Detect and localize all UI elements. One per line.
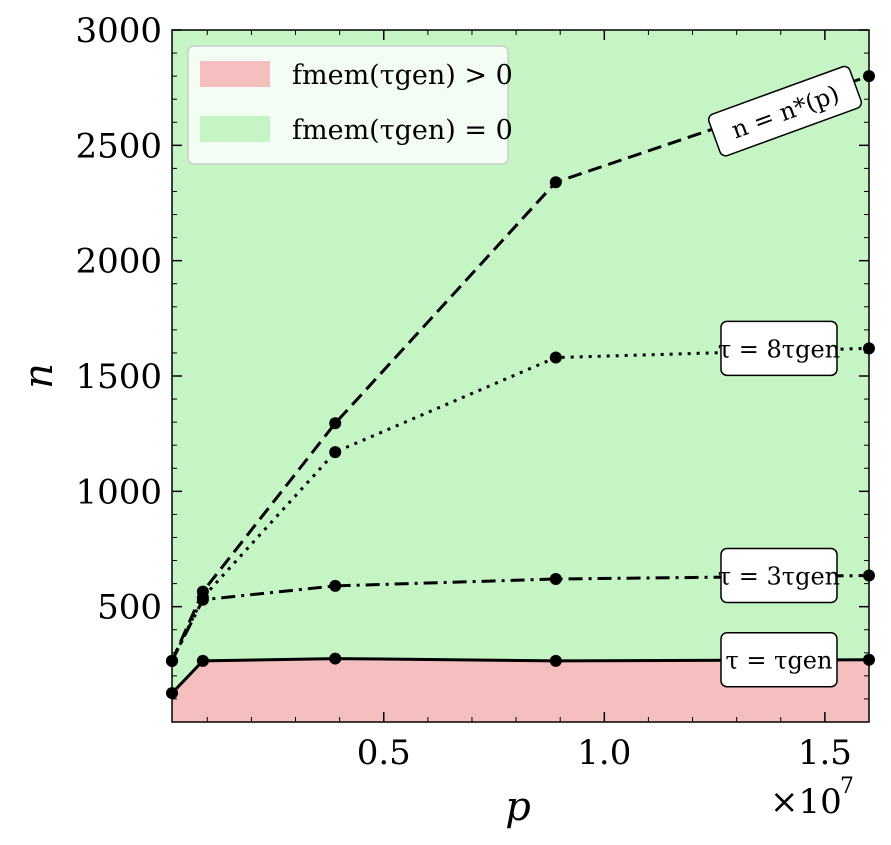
curve-label-box (720, 320, 838, 377)
series-1-point-3 (549, 572, 562, 585)
series-0-point-2 (329, 652, 342, 665)
x-tick-label-0: 0.5 (357, 733, 411, 773)
legend-swatch-nomem (200, 116, 270, 142)
curve-label-2: τ = 3τgen (718, 547, 840, 604)
series-line-3 (172, 74, 869, 662)
curve-label-text: τ = τgen (726, 647, 833, 675)
region-memorization (172, 658, 869, 722)
x-tick-label-2: 1.5 (798, 733, 852, 773)
x-tick-label-1: 1.0 (577, 733, 631, 773)
curve-label-box (720, 547, 838, 604)
curve-label-text: τ = 3τgen (718, 563, 840, 591)
legend-label-nomem: fmem(τgen) = 0 (292, 115, 513, 146)
axis-ticks: 500 1000 1500 2000 2500 3000 0.5 1.0 1.5 (75, 11, 869, 773)
series-1-point-2 (329, 579, 342, 592)
y-tick-label-2: 1500 (75, 357, 162, 397)
series-line-2 (172, 346, 869, 662)
curve-label-box (707, 65, 863, 157)
y-tick-label-0: 500 (97, 588, 162, 628)
y-axis-label: n (16, 363, 62, 389)
legend-swatch-mem (200, 61, 270, 87)
series-3-point-2 (329, 417, 342, 430)
legend-label-mem: fmem(τgen) > 0 (292, 60, 513, 91)
series-3-point-3 (549, 176, 562, 189)
y-tick-label-1: 1000 (75, 472, 162, 512)
series-0-point-1 (196, 654, 209, 667)
y-tick-label-4: 2500 (75, 126, 162, 166)
x-axis-label: p (505, 784, 531, 830)
y-tick-label-5: 3000 (75, 11, 162, 51)
curve-label-box (720, 631, 838, 688)
series-3-point-1 (196, 585, 209, 598)
series-0-point-3 (549, 654, 562, 667)
x-multiplier-base: ×10 (770, 782, 842, 822)
y-tick-label-3: 2000 (75, 242, 162, 282)
series-line-1 (172, 574, 869, 662)
curve-label-3: τ = τgen (720, 631, 838, 688)
series-2-point-3 (549, 351, 562, 364)
curve-label-1: τ = 8τgen (718, 320, 840, 377)
x-multiplier-exponent: 7 (840, 774, 854, 799)
series-2-point-2 (329, 446, 342, 459)
legend: fmem(τgen) > 0 fmem(τgen) = 0 (187, 45, 513, 165)
x-axis-multiplier: ×10 7 (770, 774, 854, 822)
curve-label-text: τ = 8τgen (718, 335, 840, 363)
